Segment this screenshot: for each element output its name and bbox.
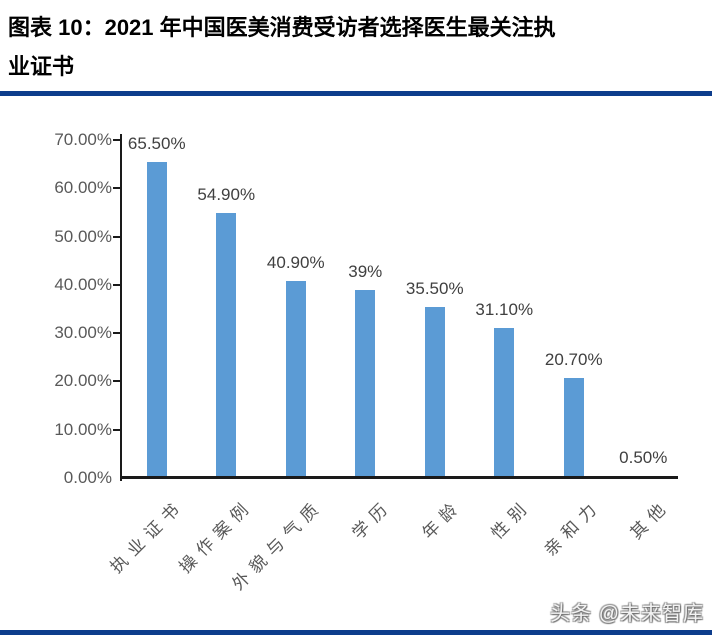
bar-value-label: 40.90% <box>266 252 325 272</box>
y-axis-tick <box>113 283 120 286</box>
y-axis-tick <box>113 380 120 383</box>
x-axis-category-label: 年龄 <box>418 495 466 543</box>
bar <box>355 289 376 478</box>
figure-title-line2: 业证书 <box>8 54 75 79</box>
y-axis-line <box>120 134 122 481</box>
y-axis-tick-label: 70.00% <box>54 130 112 149</box>
bar <box>285 280 306 478</box>
top-divider-rule <box>0 91 712 96</box>
figure-title-line1: 图表 10：2021 年中国医美消费受访者选择医生最关注执 <box>8 15 556 40</box>
figure-title: 图表 10：2021 年中国医美消费受访者选择医生最关注执 业证书 <box>0 0 712 91</box>
y-axis-tick <box>113 332 120 335</box>
bar-value-label: 35.50% <box>405 278 464 298</box>
y-axis-tick-label: 40.00% <box>54 274 112 294</box>
bar <box>563 378 584 478</box>
bar-chart: 头条 @未来智库 0.00% 10.00% 20.00% 30.00% 40.00% 50… <box>0 96 712 630</box>
bar-value-label: 65.50% <box>127 133 186 153</box>
bar-value-label: 20.70% <box>544 350 603 370</box>
x-axis-category-label: 执业证书 <box>106 495 188 577</box>
x-axis-line <box>120 476 678 479</box>
y-axis-tick-label: 30.00% <box>54 323 112 343</box>
bar-value-label: 54.90% <box>197 184 256 204</box>
y-axis-tick-label: 10.00% <box>54 419 112 439</box>
bar-value-label: 31.10% <box>475 299 534 319</box>
bar <box>216 212 237 478</box>
bar <box>146 161 167 478</box>
x-axis-category-label: 其他 <box>626 495 675 543</box>
y-axis-tick-label: 50.00% <box>54 226 112 246</box>
watermark-text: 头条 @未来智库 <box>550 603 704 625</box>
bar-value-label: 0.50% <box>619 447 668 467</box>
y-axis-tick-label: 20.00% <box>54 371 112 391</box>
y-axis-tick <box>113 428 120 431</box>
bottom-divider-rule <box>0 630 712 635</box>
x-axis-category-label: 亲和力 <box>540 495 605 560</box>
y-axis-tick-label: 0.00% <box>63 468 112 487</box>
bar <box>494 327 515 478</box>
x-axis-category-label: 学历 <box>348 495 397 543</box>
x-axis-category-label: 性别 <box>487 495 536 543</box>
y-axis-tick <box>113 235 120 238</box>
y-axis-tick-label: 60.00% <box>54 178 112 198</box>
bar-value-label: 39% <box>348 261 383 281</box>
y-axis-tick <box>113 187 120 190</box>
bar <box>424 306 445 478</box>
y-axis-tick <box>113 139 120 141</box>
